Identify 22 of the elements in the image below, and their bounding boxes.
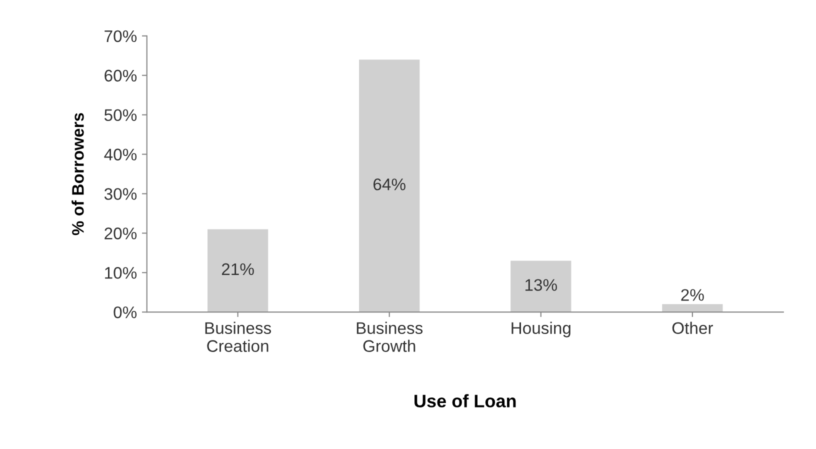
x-tick-label: Business Creation <box>205 322 272 352</box>
data-label: 21% <box>222 263 254 276</box>
x-tick-label: Housing <box>512 322 570 338</box>
y-tick-label: 40% <box>104 148 137 160</box>
y-tick-label: 30% <box>104 188 137 200</box>
x-tick-label: Other <box>672 322 713 334</box>
data-label: 2% <box>681 289 704 301</box>
bar <box>359 60 420 312</box>
y-tick-label: 70% <box>104 30 137 42</box>
bar <box>510 260 572 312</box>
y-tick-label: 0% <box>114 306 137 318</box>
x-tick-label: Business Growth <box>356 322 423 352</box>
data-label: 64% <box>374 178 406 190</box>
y-tick-label: 10% <box>105 267 137 279</box>
bar <box>662 304 723 312</box>
data-label: 13% <box>525 279 557 291</box>
bar <box>207 229 268 312</box>
y-axis-title: % of Borrowers <box>72 113 84 236</box>
y-tick-label: 20% <box>104 228 137 240</box>
x-axis-title: Use of Loan <box>414 394 516 408</box>
y-tick-label: 50% <box>104 109 137 122</box>
y-tick-label: 60% <box>104 70 137 82</box>
